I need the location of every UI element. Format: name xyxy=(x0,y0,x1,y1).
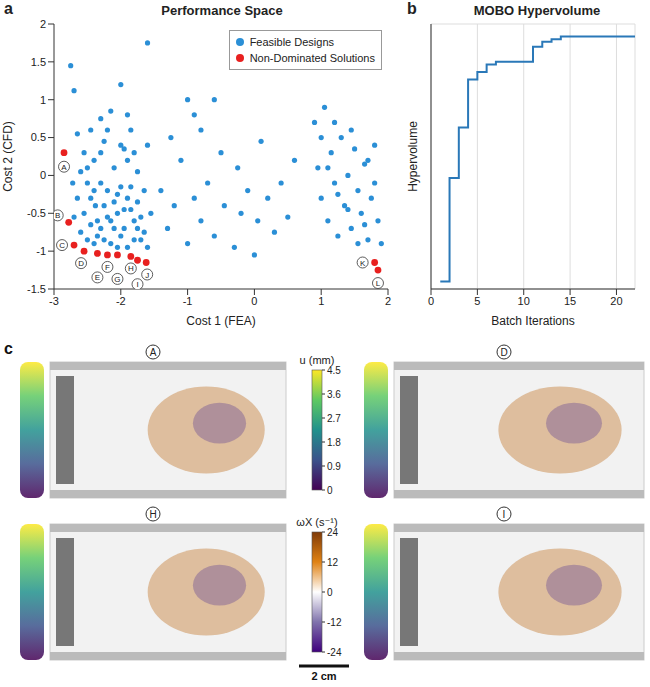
svg-text:2: 2 xyxy=(40,18,46,30)
svg-text:2.7: 2.7 xyxy=(327,413,341,424)
svg-text:3.6: 3.6 xyxy=(327,389,341,400)
svg-text:Cost 2 (CFD): Cost 2 (CFD) xyxy=(1,121,15,192)
svg-text:ωX (s⁻¹): ωX (s⁻¹) xyxy=(296,516,338,528)
svg-text:H: H xyxy=(128,264,134,273)
svg-text:12: 12 xyxy=(327,557,339,568)
svg-text:-3: -3 xyxy=(49,295,59,307)
html-text:MOBO Hypervolume: MOBO Hypervolume xyxy=(473,3,601,18)
svg-text:0.5: 0.5 xyxy=(31,131,46,143)
svg-text:2: 2 xyxy=(385,295,391,307)
html-text:b: b xyxy=(407,0,417,17)
svg-text:-1.5: -1.5 xyxy=(27,283,46,295)
svg-text:24: 24 xyxy=(327,527,339,538)
svg-text:1.8: 1.8 xyxy=(327,437,341,448)
svg-text:0: 0 xyxy=(428,295,434,307)
svg-text:-2: -2 xyxy=(116,295,126,307)
svg-text:-0.5: -0.5 xyxy=(27,207,46,219)
svg-text:Batch Iterations: Batch Iterations xyxy=(491,314,574,328)
svg-text:20: 20 xyxy=(610,295,622,307)
svg-text:Hypervolume: Hypervolume xyxy=(406,121,420,192)
html-text:Performance Space: Performance Space xyxy=(161,3,283,18)
svg-text:0: 0 xyxy=(327,587,333,598)
svg-text:5: 5 xyxy=(474,295,480,307)
svg-text:B: B xyxy=(55,211,60,220)
svg-text:I: I xyxy=(503,509,506,520)
svg-text:D: D xyxy=(500,347,507,358)
svg-text:H: H xyxy=(149,509,156,520)
svg-text:2 cm: 2 cm xyxy=(311,670,336,682)
svg-text:4.5: 4.5 xyxy=(327,365,341,376)
svg-text:E: E xyxy=(95,273,100,282)
svg-text:L: L xyxy=(376,279,381,288)
svg-text:G: G xyxy=(114,275,120,284)
svg-text:-12: -12 xyxy=(327,617,342,628)
html-text:Non-Dominated Solutions: Non-Dominated Solutions xyxy=(249,52,375,64)
svg-text:-1: -1 xyxy=(183,295,193,307)
html-text:a: a xyxy=(4,0,13,17)
svg-text:F: F xyxy=(105,263,110,272)
svg-text:Cost 1 (FEA): Cost 1 (FEA) xyxy=(186,314,255,328)
svg-text:-1: -1 xyxy=(36,245,46,257)
svg-text:0: 0 xyxy=(40,169,46,181)
svg-text:1.5: 1.5 xyxy=(31,56,46,68)
html-text:Feasible Designs: Feasible Designs xyxy=(249,36,334,48)
svg-text:A: A xyxy=(150,347,157,358)
svg-text:0: 0 xyxy=(251,295,257,307)
svg-text:c: c xyxy=(4,340,13,357)
svg-text:1: 1 xyxy=(318,295,324,307)
svg-text:u (mm): u (mm) xyxy=(299,354,335,366)
svg-text:-24: -24 xyxy=(327,647,342,658)
svg-text:10: 10 xyxy=(518,295,530,307)
svg-text:C: C xyxy=(59,241,65,250)
svg-text:D: D xyxy=(78,259,84,268)
svg-text:1: 1 xyxy=(40,94,46,106)
svg-text:15: 15 xyxy=(564,295,576,307)
svg-text:A: A xyxy=(61,163,67,172)
svg-text:K: K xyxy=(360,259,366,268)
svg-text:J: J xyxy=(145,271,149,280)
svg-text:0.9: 0.9 xyxy=(327,461,341,472)
svg-text:0: 0 xyxy=(327,485,333,496)
svg-text:I: I xyxy=(136,280,138,289)
